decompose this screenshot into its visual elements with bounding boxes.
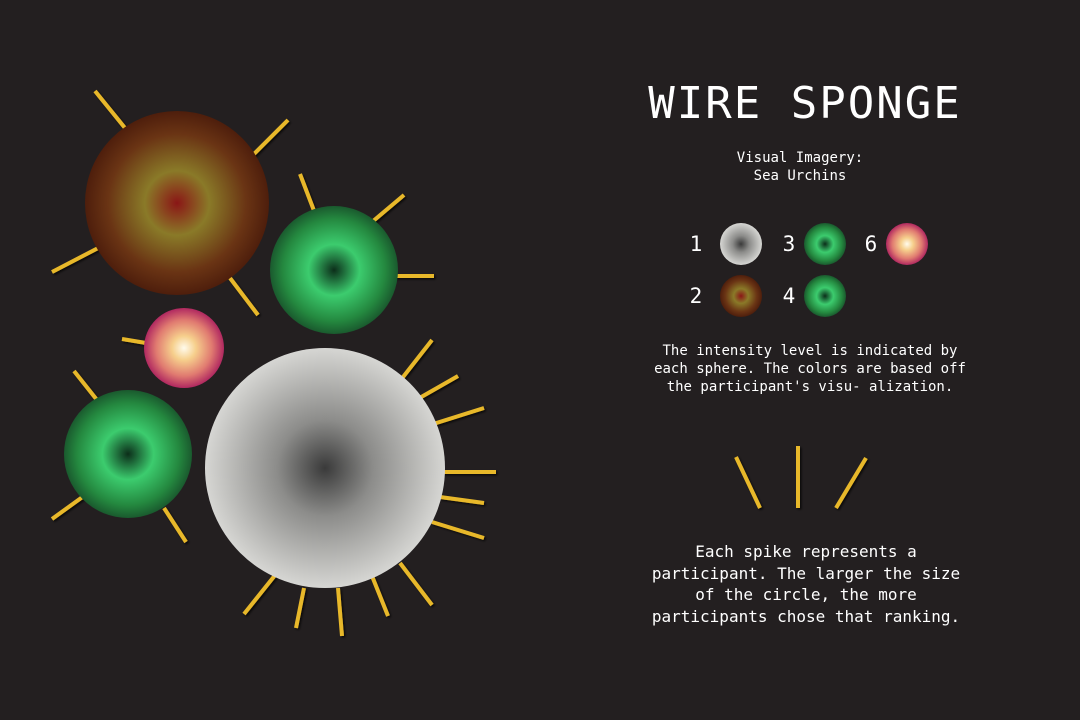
subtitle: Visual Imagery: Sea Urchins (700, 149, 900, 185)
spike (294, 587, 306, 629)
gray-urchin-rank-1 (205, 348, 445, 588)
spike-description: Each spike represents a participant. The… (651, 542, 961, 626)
urchins-group (64, 111, 445, 588)
legend-circles-group (720, 223, 928, 317)
legend-gray-swatch (720, 223, 762, 265)
legend-rank-2: 2 (689, 284, 703, 308)
legend-rank-1: 1 (689, 232, 703, 256)
legend-rank-6: 6 (864, 232, 878, 256)
subtitle-line-2: Sea Urchins (753, 168, 847, 184)
spike (72, 369, 99, 402)
intensity-description: The intensity level is indicated by each… (654, 343, 966, 395)
green-urchin-rank-3 (270, 206, 398, 334)
pink-urchin-rank-6 (144, 308, 224, 388)
spike (246, 118, 290, 162)
spike (431, 520, 485, 540)
legend-brown-swatch (720, 275, 762, 317)
spike (429, 406, 485, 427)
legend-rank-4: 4 (782, 284, 796, 308)
spike (242, 572, 278, 616)
green-urchin-rank-4 (64, 390, 192, 518)
spike (336, 587, 344, 637)
legend-spike (834, 456, 868, 510)
legend-green-swatch-3 (804, 223, 846, 265)
spike (439, 495, 485, 505)
spike (370, 193, 406, 224)
spike (228, 276, 260, 317)
legend-pink-swatch (886, 223, 928, 265)
page-title: WIRE SPONGE (648, 78, 962, 129)
brown-urchin-rank-2 (85, 111, 269, 295)
spike (162, 506, 188, 544)
spike (93, 89, 127, 130)
spike (298, 173, 318, 217)
spike (398, 561, 434, 607)
legend-rank-3: 3 (782, 232, 796, 256)
legend-spike (734, 456, 762, 509)
spike (415, 374, 459, 402)
spike (121, 337, 147, 345)
legend-green-swatch-4 (804, 275, 846, 317)
spike (51, 244, 103, 274)
subtitle-line-1: Visual Imagery: (736, 150, 864, 166)
